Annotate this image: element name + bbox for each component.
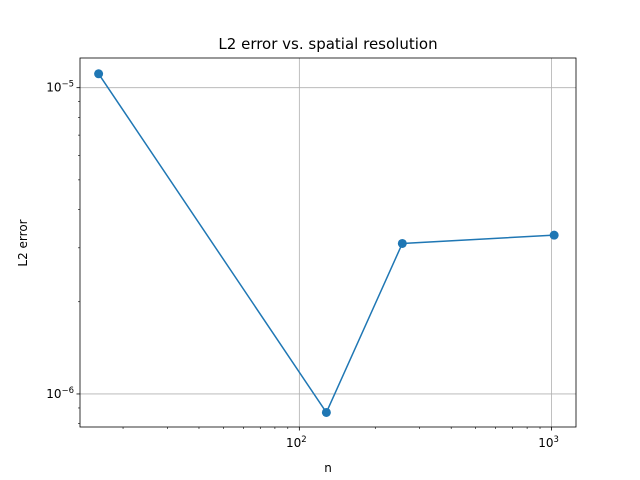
y-axis-label: L2 error xyxy=(16,219,30,266)
plot-frame xyxy=(79,57,577,428)
data-point xyxy=(321,407,331,417)
chart-title: L2 error vs. spatial resolution xyxy=(218,35,437,53)
data-point xyxy=(397,238,407,248)
x-axis-label: n xyxy=(324,461,332,475)
data-point xyxy=(94,69,104,79)
x-tick-label: 102 xyxy=(286,435,307,450)
data-point xyxy=(549,230,559,240)
gridlines xyxy=(80,58,576,427)
x-tick-labels: 102 103 xyxy=(286,435,559,450)
series-line xyxy=(97,73,555,415)
series-layer xyxy=(94,69,559,417)
y-tick-label: 10−6 xyxy=(46,386,74,401)
minor-ticks xyxy=(78,101,541,429)
y-tick-label: 10−5 xyxy=(46,80,74,95)
y-tick-labels: 10−6 10−5 xyxy=(46,80,74,401)
x-tick-label: 103 xyxy=(538,435,559,450)
major-ticks xyxy=(76,87,552,431)
